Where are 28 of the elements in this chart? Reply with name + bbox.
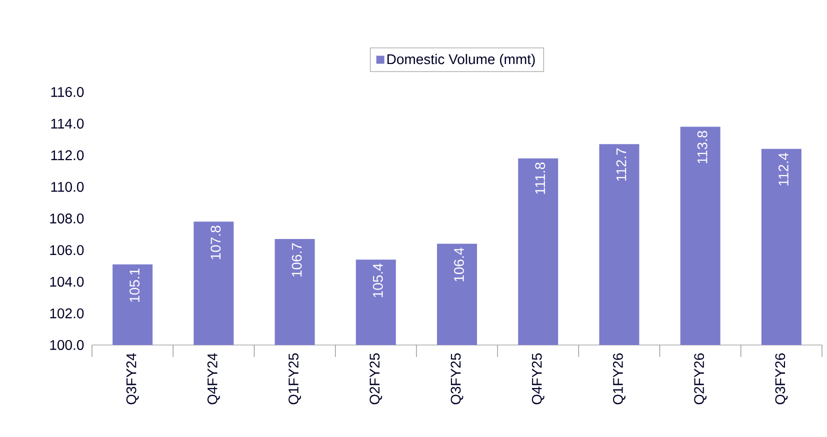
data-label: 106.7 xyxy=(292,243,302,277)
y-tick-label: 114.0 xyxy=(51,118,84,129)
y-tick-label: 110.0 xyxy=(51,182,84,192)
y-tick-label: 112.0 xyxy=(51,150,84,160)
y-tick-label: 108.0 xyxy=(50,214,84,224)
y-tick-label: 106.0 xyxy=(50,245,84,256)
x-tick-label: Q3FY26 xyxy=(775,353,788,404)
x-tick-label: Q4FY25 xyxy=(532,353,544,404)
data-label: 106.4 xyxy=(454,248,464,282)
data-label: 111.8 xyxy=(535,162,546,194)
data-label: 107.8 xyxy=(210,226,221,260)
data-label: 105.4 xyxy=(372,264,383,298)
y-tick-label: 102.0 xyxy=(50,308,84,318)
legend-label: Domestic Volume (mmt) xyxy=(387,54,535,67)
y-tick-label: 100.0 xyxy=(50,340,84,350)
x-tick-label: Q2FY26 xyxy=(694,353,707,404)
data-label: 113.8 xyxy=(697,130,708,164)
x-tick-label: Q2FY25 xyxy=(370,353,382,404)
y-tick-label: 104.0 xyxy=(50,276,84,287)
x-tick-label: Q4FY24 xyxy=(207,353,220,404)
data-label: 105.1 xyxy=(130,268,140,302)
data-label: 112.4 xyxy=(778,152,788,186)
x-tick-label: Q3FY25 xyxy=(450,353,464,404)
x-tick-label: Q3FY24 xyxy=(126,353,139,404)
data-label: 112.7 xyxy=(616,148,626,181)
x-tick-label: Q1FY26 xyxy=(612,353,626,404)
y-tick-label: 116.0 xyxy=(51,87,84,97)
x-tick-label: Q1FY25 xyxy=(288,353,301,404)
